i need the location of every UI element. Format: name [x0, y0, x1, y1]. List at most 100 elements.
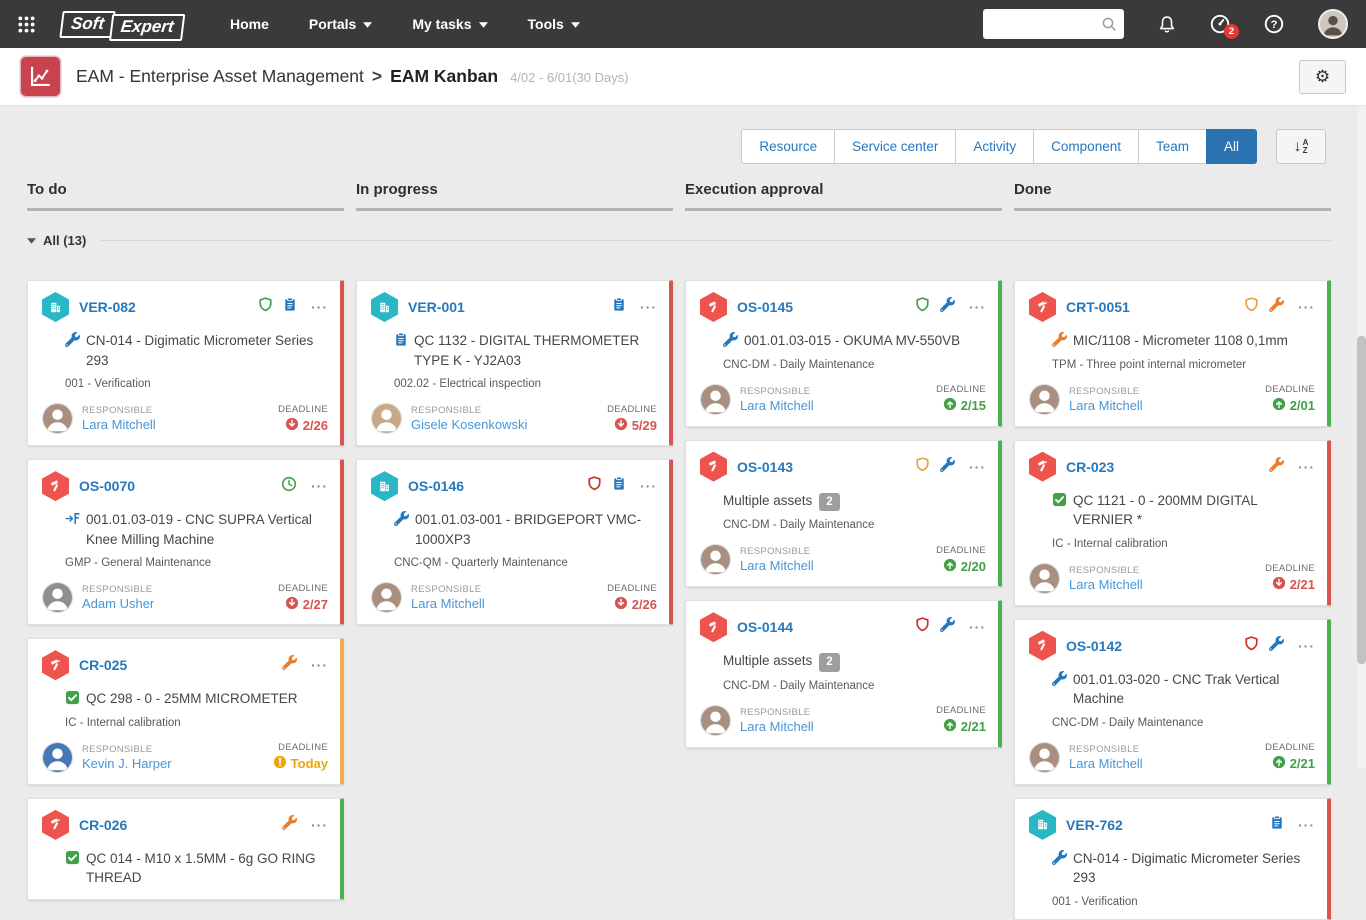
card-id-link[interactable]: OS-0143 [737, 458, 794, 475]
filter-tab-team[interactable]: Team [1137, 129, 1207, 164]
page-header: EAM - Enterprise Asset Management > EAM … [0, 48, 1366, 106]
filter-tab-all[interactable]: All [1205, 129, 1257, 164]
card-menu-ellipsis-icon[interactable]: ··· [969, 458, 986, 475]
card-title-text: CN-014 - Digimatic Micrometer Series 293 [1073, 850, 1301, 886]
card-header: OS-0070 ··· [42, 471, 328, 502]
responsible-name-link[interactable]: Lara Mitchell [740, 718, 814, 734]
search-input[interactable] [983, 9, 1124, 39]
card-menu-ellipsis-icon[interactable]: ··· [311, 816, 328, 833]
card-id-link[interactable]: VER-001 [408, 299, 465, 315]
responsible-name-link[interactable]: Gisele Kosenkowski [411, 417, 528, 433]
kanban-card[interactable]: CRT-0051 ··· MIC/1108 - Micrometer 1108 0,… [1014, 280, 1331, 427]
pending-tasks-gauge-icon[interactable]: 2 [1210, 14, 1239, 39]
card-id-link[interactable]: OS-0146 [408, 478, 465, 495]
filter-tab-activity[interactable]: Activity [955, 129, 1035, 164]
deadline-value: 2/20 [936, 558, 986, 575]
card-menu-ellipsis-icon[interactable]: ··· [969, 619, 986, 636]
responsible-name-link[interactable]: Adam Usher [82, 596, 155, 612]
help-icon[interactable]: ? [1264, 14, 1284, 34]
card-activity-label: IC - Internal calibration [65, 716, 181, 729]
breadcrumb-root[interactable]: EAM - Enterprise Asset Management [76, 66, 364, 86]
responsible-name-link[interactable]: Lara Mitchell [740, 558, 814, 574]
card-footer: RESPONSIBLE Kevin J. Harper DEADLINE Today [42, 741, 328, 773]
kanban-card[interactable]: CR-026 ··· QC 014 - M10 x 1.5MM - 6g GO RI… [27, 797, 344, 900]
kanban-card[interactable]: VER-001 ··· QC 1132 - DIGITAL THERMOMETER … [356, 280, 673, 447]
check-icon [65, 690, 80, 705]
nav-item-my-tasks[interactable]: My tasks [412, 16, 488, 32]
card-menu-ellipsis-icon[interactable]: ··· [1298, 458, 1315, 475]
responsible-name-link[interactable]: Lara Mitchell [1069, 755, 1143, 771]
deadline-label: DEADLINE [1265, 742, 1315, 754]
card-menu-ellipsis-icon[interactable]: ··· [311, 299, 328, 315]
kanban-card[interactable]: VER-082 ··· CN-014 - Digimatic Micrometer … [27, 280, 344, 447]
responsible-label: RESPONSIBLE [82, 584, 153, 596]
filter-tab-service-center[interactable]: Service center [834, 129, 957, 164]
deadline-value: 2/21 [936, 718, 986, 735]
kanban-card[interactable]: OS-0142 ··· 001.01.03-020 - CNC Trak Verti… [1014, 618, 1331, 785]
card-id-link[interactable]: CR-025 [79, 657, 128, 674]
kanban-card[interactable]: OS-0146 ··· 001.01.03-001 - BRIDGEPORT VMC… [356, 459, 673, 626]
user-avatar[interactable] [1318, 9, 1348, 39]
asset-count-badge: 2 [819, 492, 840, 512]
responsible-name-link[interactable]: Lara Mitchell [82, 417, 156, 433]
responsible-name-link[interactable]: Lara Mitchell [411, 596, 485, 612]
card-menu-ellipsis-icon[interactable]: ··· [311, 657, 328, 674]
card-title: QC 1121 - 0 - 200MM DIGITAL VERNIER * [1052, 491, 1315, 530]
filter-tab-resource[interactable]: Resource [741, 129, 836, 164]
kanban-card[interactable]: OS-0144 ··· Multiple assets 2 CNC-DM - Daily… [685, 600, 1002, 748]
card-id-link[interactable]: OS-0142 [1066, 637, 1123, 654]
date-range: 4/02 - 6/01(30 Days) [510, 70, 629, 85]
card-id-link[interactable]: OS-0144 [737, 619, 794, 636]
kanban-card[interactable]: VER-762 ··· CN-014 - Digimatic Micrometer … [1014, 797, 1331, 920]
wrench-status-icon [939, 617, 955, 637]
kanban-card[interactable]: OS-0143 ··· Multiple assets 2 CNC-DM - Daily… [685, 439, 1002, 588]
card-id-link[interactable]: OS-0145 [737, 299, 794, 315]
filter-tab-component[interactable]: Component [1033, 129, 1139, 164]
kanban-column: VER-001 ··· QC 1132 - DIGITAL THERMOMETER … [356, 280, 673, 626]
card-id-link[interactable]: CR-026 [79, 816, 128, 833]
card-menu-ellipsis-icon[interactable]: ··· [640, 478, 657, 495]
column-title: In progress [356, 181, 438, 198]
card-id-link[interactable]: CRT-0051 [1066, 299, 1130, 315]
card-menu-ellipsis-icon[interactable]: ··· [640, 299, 657, 315]
search-icon[interactable] [1101, 16, 1117, 37]
card-menu-ellipsis-icon[interactable]: ··· [1298, 637, 1315, 654]
nav-item-tools[interactable]: Tools [528, 16, 580, 32]
kanban-card[interactable]: OS-0070 ··· 001.01.03-019 - CNC SUPRA Vert… [27, 459, 344, 626]
chevron-down-icon [570, 22, 580, 28]
responsible-name-link[interactable]: Kevin J. Harper [82, 755, 172, 771]
wrench-status-icon [1268, 456, 1284, 477]
nav-item-home[interactable]: Home [230, 16, 269, 32]
responsible-text: RESPONSIBLE Lara Mitchell [82, 405, 156, 432]
card-status-icons [1244, 296, 1284, 317]
group-row-all[interactable]: All (13) [27, 233, 1331, 248]
card-menu-ellipsis-icon[interactable]: ··· [311, 478, 328, 495]
chevron-down-icon [478, 22, 488, 28]
collapse-caret-icon[interactable] [27, 237, 36, 244]
card-header: CRT-0051 ··· [1029, 292, 1315, 322]
kanban-card[interactable]: OS-0145 ··· 001.01.03-015 - OKUMA MV-550VB… [685, 280, 1002, 427]
card-id-link[interactable]: CR-023 [1066, 458, 1115, 475]
kanban-card[interactable]: CR-025 ··· QC 298 - 0 - 25MM MICROMETER IC … [27, 638, 344, 785]
responsible-name-link[interactable]: Lara Mitchell [1069, 397, 1143, 413]
responsible-name-link[interactable]: Lara Mitchell [1069, 576, 1143, 592]
scrollbar-track[interactable] [1357, 106, 1366, 768]
scrollbar-thumb[interactable] [1357, 336, 1366, 664]
card-menu-ellipsis-icon[interactable]: ··· [969, 299, 986, 315]
card-id-link[interactable]: VER-762 [1066, 816, 1123, 833]
kanban-card[interactable]: CR-023 ··· QC 1121 - 0 - 200MM DIGITAL VER… [1014, 439, 1331, 606]
responsible-name-link[interactable]: Lara Mitchell [740, 397, 814, 413]
softexpert-logo[interactable]: Soft Expert [59, 10, 186, 41]
nav-item-portals[interactable]: Portals [309, 16, 373, 32]
app-grid-icon[interactable] [0, 15, 53, 34]
deadline-date: 2/15 [960, 398, 986, 414]
card-menu-ellipsis-icon[interactable]: ··· [1298, 816, 1315, 833]
settings-gear-button[interactable]: ⚙ [1299, 59, 1346, 94]
notifications-bell-icon[interactable] [1158, 15, 1176, 34]
card-id-link[interactable]: OS-0070 [79, 478, 136, 495]
card-id-link[interactable]: VER-082 [79, 299, 136, 315]
group-label: All (13) [43, 233, 87, 248]
card-menu-ellipsis-icon[interactable]: ··· [1298, 299, 1315, 315]
